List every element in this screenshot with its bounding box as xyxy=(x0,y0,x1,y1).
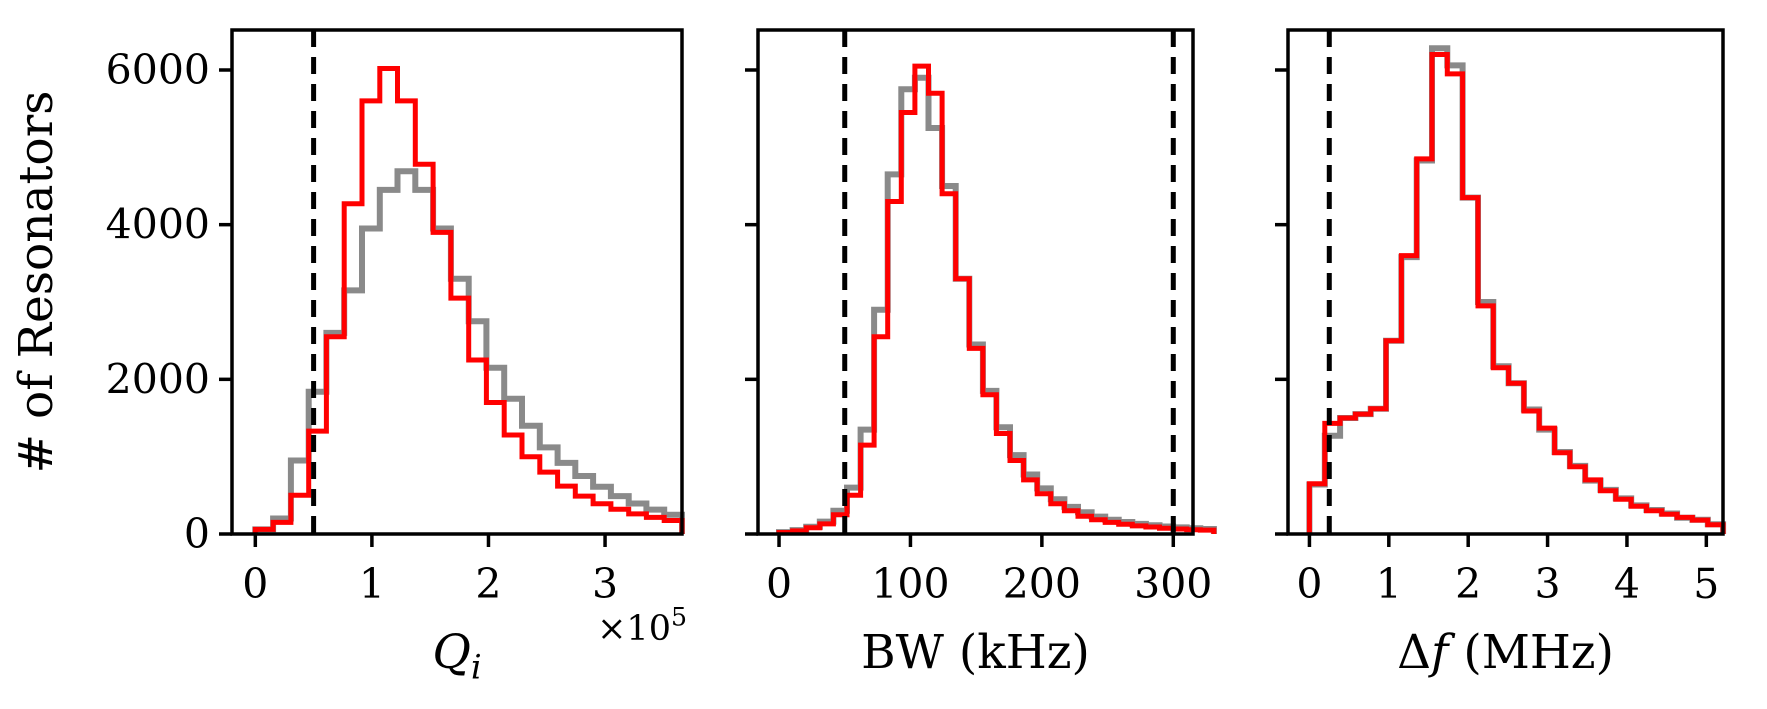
x-tick-label: 4 xyxy=(1614,560,1640,608)
x-tick-label: 2 xyxy=(1455,560,1481,608)
x-tick-label: 1 xyxy=(1376,560,1402,608)
x-tick-label: 2 xyxy=(475,560,501,608)
axes-spines xyxy=(1286,28,1725,536)
x-axis-label: Qi xyxy=(432,625,481,686)
axes-spines xyxy=(230,28,684,536)
x-axis-label: Δf (MHz) xyxy=(1397,625,1614,680)
x-tick-label: 0 xyxy=(1296,560,1322,608)
x-axis-offset-text: ×105 xyxy=(597,602,687,649)
x-tick-label: 3 xyxy=(592,560,618,608)
x-tick-label: 1 xyxy=(359,560,385,608)
panel-bw-khz-: 0 100 200 300 BW (kHz) xyxy=(745,28,1217,680)
y-axis-label: # of Resonators xyxy=(9,91,64,474)
x-tick-label: 5 xyxy=(1693,560,1719,608)
x-tick-label: 0 xyxy=(242,560,268,608)
x-tick-label: 3 xyxy=(1535,560,1561,608)
x-tick-label: 200 xyxy=(1003,560,1081,608)
x-axis-label: BW (kHz) xyxy=(861,625,1090,680)
y-tick-label: 6000 xyxy=(106,46,210,94)
y-tick-label: 0 xyxy=(184,510,210,558)
panel--f-mhz-: 0 1 2 3 4 5 Δf (MHz) xyxy=(1275,28,1727,680)
y-tick-label: 4000 xyxy=(106,201,210,249)
red-histogram-line xyxy=(252,66,685,534)
x-tick-label: 0 xyxy=(766,560,792,608)
panel-qi: 0 2000 4000 6000 0 1 2 3 Qi ×105 xyxy=(106,28,687,686)
y-tick-label: 2000 xyxy=(106,355,210,403)
axes-spines xyxy=(756,28,1195,536)
red-histogram-line xyxy=(1306,52,1726,534)
x-tick-label: 300 xyxy=(1134,560,1212,608)
x-tick-label: 100 xyxy=(871,560,949,608)
